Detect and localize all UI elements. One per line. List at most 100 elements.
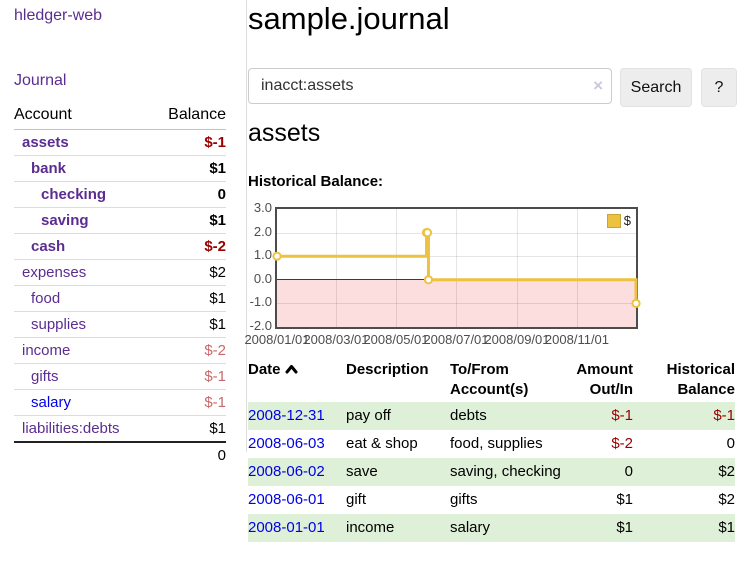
accounts-column-header: To/From Account(s) — [450, 361, 529, 398]
sidebar-account-link[interactable]: bank — [31, 160, 67, 177]
transaction-date-link[interactable]: 2008-06-01 — [248, 491, 325, 508]
clear-search-icon[interactable]: × — [593, 76, 603, 95]
x-axis-tick-label: 2008/03/01 — [303, 332, 369, 347]
x-axis-tick-label: 2008/09/01 — [484, 332, 550, 347]
transaction-date-link[interactable]: 2008-01-01 — [248, 519, 325, 536]
sidebar-account-row: liabilities:debts $1 — [14, 415, 226, 443]
transaction-description: pay off — [346, 407, 391, 424]
x-axis-tick-label: 2008/11/01 — [544, 332, 610, 347]
register-row: 2008-06-03 eat & shop food, supplies $-2 0 — [248, 430, 735, 458]
sidebar-account-row: cash $-2 — [14, 233, 226, 260]
historical-balance-label: Historical Balance: — [248, 173, 384, 190]
transaction-balance: $1 — [718, 519, 735, 536]
description-column-header: Description — [346, 361, 429, 378]
negative-region-fill — [277, 279, 636, 327]
x-axis-tick-label: 2008/05/01 — [363, 332, 429, 347]
sidebar: hledger-web Journal Account Balance asse… — [0, 0, 247, 468]
transaction-amount: $-2 — [611, 435, 633, 452]
register-row: 2008-12-31 pay off debts $-1 $-1 — [248, 402, 735, 430]
transaction-date-link[interactable]: 2008-12-31 — [248, 407, 325, 424]
transaction-amount: 0 — [624, 463, 633, 480]
account-balance: $-2 — [150, 233, 226, 260]
sidebar-account-row: income $-2 — [14, 337, 226, 364]
sidebar-account-row: saving $1 — [14, 207, 226, 234]
gridline — [456, 209, 457, 327]
account-balance: $1 — [150, 285, 226, 312]
sidebar-account-link[interactable]: food — [31, 290, 61, 307]
sidebar-account-link[interactable]: salary — [31, 394, 72, 411]
sidebar-account-link[interactable]: saving — [41, 212, 89, 229]
chart-plot-area[interactable]: $ — [272, 207, 641, 329]
historical-balance-chart: $ 3.0 2.0 1.0 0.0 -1.0 -2.0 2008/01/01 2008/03… — [244, 201, 728, 349]
gridline — [277, 232, 636, 234]
legend-label: $ — [623, 213, 631, 228]
balance-series-line — [272, 228, 641, 309]
sidebar-account-link[interactable]: supplies — [31, 316, 87, 333]
account-balance: $1 — [150, 207, 226, 234]
data-point-marker — [422, 228, 433, 238]
account-balance: 0 — [150, 181, 226, 208]
sidebar-account-link[interactable]: cash — [31, 238, 66, 255]
data-point-marker — [423, 275, 434, 285]
accounts-total-value: 0 — [150, 441, 226, 468]
sidebar-account-row: assets $-1 — [14, 129, 226, 156]
sidebar-account-link[interactable]: assets — [22, 134, 69, 151]
transaction-date-link[interactable]: 2008-06-03 — [248, 435, 325, 452]
sort-ascending-icon — [285, 360, 298, 380]
gridline — [277, 303, 636, 305]
account-balance: $2 — [150, 259, 226, 286]
amount-column-header: Amount Out/In — [576, 361, 633, 398]
gridline — [336, 209, 337, 327]
gridline — [396, 209, 397, 327]
register-row: 2008-06-02 save saving, checking 0 $2 — [248, 458, 735, 486]
y-axis-tick-label: -1.0 — [249, 294, 272, 310]
brand-link[interactable]: hledger-web — [14, 7, 103, 24]
transaction-description: eat & shop — [346, 435, 418, 452]
register-table: Date Description To/From Account(s) Amou… — [248, 358, 735, 542]
gridline — [277, 256, 636, 258]
date-column-header[interactable]: Date — [248, 358, 346, 402]
sidebar-account-link[interactable]: income — [22, 342, 71, 359]
transaction-accounts: debts — [450, 407, 487, 424]
transaction-date-link[interactable]: 2008-06-02 — [248, 463, 325, 480]
transaction-accounts: gifts — [450, 491, 478, 508]
sidebar-account-row: expenses $2 — [14, 259, 226, 286]
register-row: 2008-01-01 income salary $1 $1 — [248, 514, 735, 542]
y-axis-tick-label: -2.0 — [249, 318, 272, 333]
transaction-balance: $2 — [718, 463, 735, 480]
gridline — [577, 209, 578, 327]
y-axis-tick-label: 3.0 — [253, 200, 272, 215]
sidebar-account-link[interactable]: gifts — [31, 368, 59, 385]
y-axis-tick-label: 2.0 — [253, 223, 272, 239]
account-heading: assets — [248, 119, 321, 147]
data-point-marker — [631, 298, 641, 309]
transaction-description: save — [346, 463, 378, 480]
account-balance: $-2 — [150, 337, 226, 364]
search-input[interactable] — [248, 68, 612, 104]
x-axis-tick-label: 2008/01/01 — [244, 332, 310, 347]
sidebar-account-row: bank $1 — [14, 155, 226, 182]
sidebar-account-link[interactable]: expenses — [22, 264, 87, 281]
sidebar-account-link[interactable]: liabilities:debts — [22, 420, 120, 437]
sidebar-item-journal[interactable]: Journal — [14, 72, 67, 89]
help-button[interactable]: ? — [701, 68, 737, 107]
account-balance: $1 — [150, 155, 226, 182]
sidebar-account-row: checking 0 — [14, 181, 226, 208]
accounts-table-body: assets $-1 bank $1 checking 0 saving $1 cash $-2 e… — [14, 129, 226, 443]
transaction-amount: $1 — [616, 519, 633, 536]
search-button[interactable]: Search — [620, 68, 692, 107]
transaction-amount: $-1 — [611, 407, 633, 424]
account-balance: $-1 — [150, 129, 226, 156]
transaction-balance: $2 — [718, 491, 735, 508]
sidebar-account-link[interactable]: checking — [41, 186, 107, 203]
legend-swatch-icon — [606, 213, 621, 228]
transaction-balance: $-1 — [713, 407, 735, 424]
sidebar-account-row: salary $-1 — [14, 389, 226, 416]
accounts-column-header: Account — [14, 102, 151, 130]
account-balance: $1 — [150, 311, 226, 338]
transaction-accounts: salary — [450, 519, 491, 536]
sidebar-account-row: food $1 — [14, 285, 226, 312]
sidebar-account-row: gifts $-1 — [14, 363, 226, 390]
account-balance: $-1 — [150, 363, 226, 390]
register-row: 2008-06-01 gift gifts $1 $2 — [248, 486, 735, 514]
